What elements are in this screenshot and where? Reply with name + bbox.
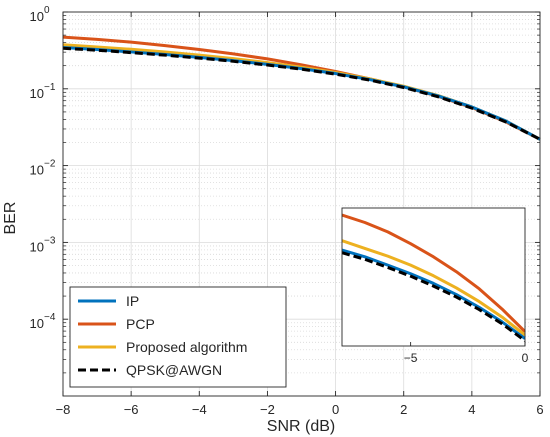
inset-series-line-proposed-algorithm — [342, 239, 525, 337]
legend-label: Proposed algorithm — [126, 339, 247, 355]
y-tick-label-base: 10 — [30, 86, 44, 101]
y-tick-label-exponent: −2 — [44, 159, 56, 170]
x-tick-label: −4 — [192, 402, 207, 417]
inset-series-line-qpsk-awgn — [342, 251, 525, 342]
y-tick-label-base: 10 — [30, 239, 44, 254]
legend-label: QPSK@AWGN — [126, 362, 222, 378]
inset-plot: −5 0 — [341, 207, 529, 365]
inset-series-line-pcp — [342, 213, 525, 333]
axes-box — [62, 11, 541, 397]
y-axis-label: BER — [2, 202, 19, 235]
y-tick-label-exponent: −3 — [44, 235, 56, 246]
y-tick-label-exponent: −4 — [44, 312, 56, 323]
inset-axes-box — [341, 207, 526, 347]
x-axis-label: SNR (dB) — [267, 418, 335, 435]
legend-label: PCP — [126, 316, 155, 332]
inset-x-tick-label: −5 — [404, 351, 418, 365]
series-line-qpsk-awgn — [62, 46, 541, 141]
x-tick-label: −8 — [56, 402, 71, 417]
y-tick-label-base: 10 — [30, 316, 44, 331]
x-tick-label: −2 — [260, 402, 275, 417]
x-tick-label: 4 — [468, 402, 475, 417]
x-tick-label: 6 — [536, 402, 543, 417]
legend: IP PCP Proposed algorithm QPSK@AWGN — [69, 286, 287, 388]
y-tick-label-exponent: −1 — [44, 82, 56, 93]
x-tick-label: 2 — [400, 402, 407, 417]
x-tick-label: −6 — [124, 402, 139, 417]
inset-series-group — [342, 213, 525, 342]
y-tick-label-base: 10 — [30, 163, 44, 178]
legend-label: IP — [126, 293, 139, 309]
x-tick-label: 0 — [332, 402, 339, 417]
y-tick-label-exponent: 0 — [44, 5, 50, 16]
y-tick-label-base: 10 — [30, 9, 44, 24]
inset-series-line-ip — [342, 248, 525, 340]
inset-x-tick-label: 0 — [522, 351, 529, 365]
